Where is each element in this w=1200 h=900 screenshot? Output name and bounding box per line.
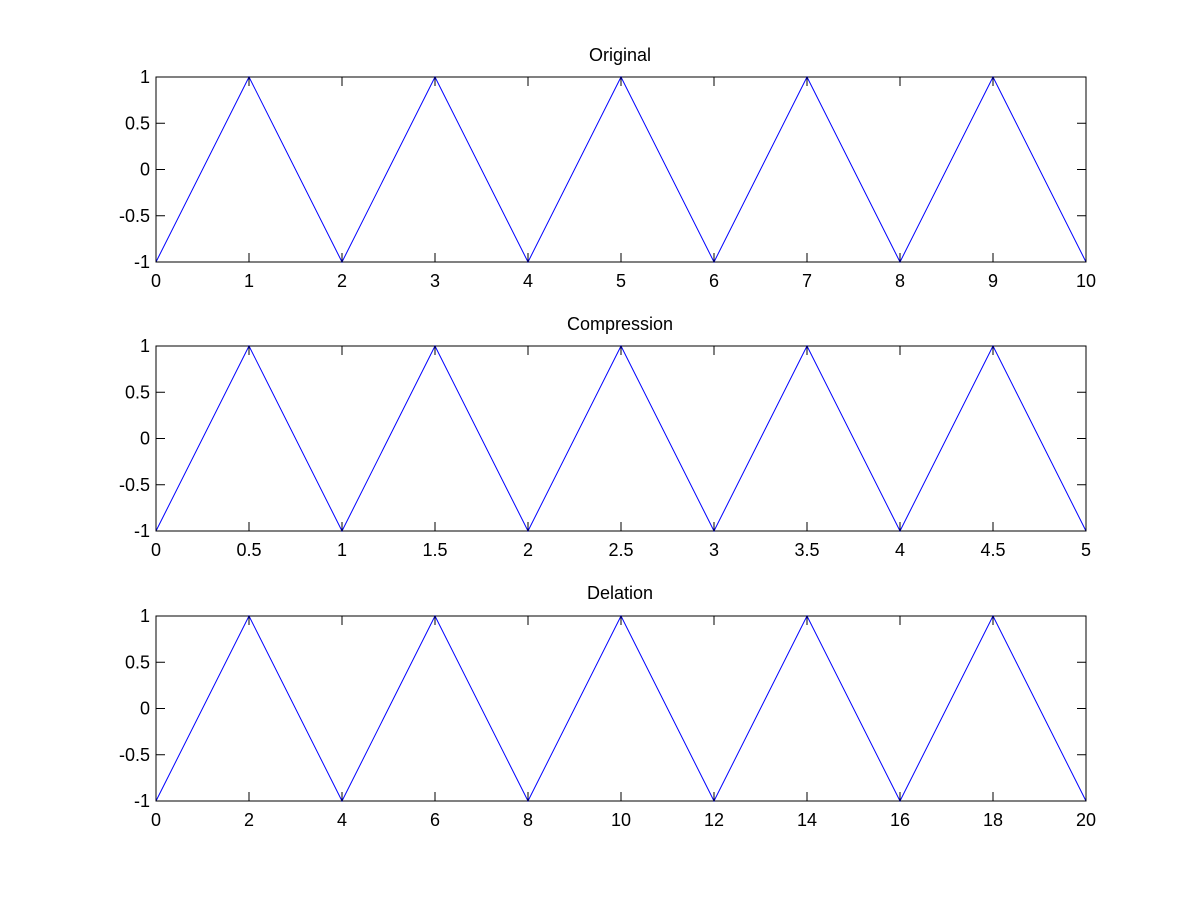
- x-tick-label: 4.5: [980, 540, 1005, 560]
- x-tick-label: 7: [802, 271, 812, 291]
- y-tick-label: 1: [140, 606, 150, 626]
- y-tick-label: 0: [140, 699, 150, 719]
- x-tick-label: 6: [709, 271, 719, 291]
- x-tick-label: 8: [895, 271, 905, 291]
- x-tick-label: 0: [151, 271, 161, 291]
- x-tick-label: 4: [895, 540, 905, 560]
- x-tick-label: 3: [430, 271, 440, 291]
- x-tick-label: 4: [523, 271, 533, 291]
- x-tick-label: 12: [704, 810, 724, 830]
- subplot-title: Delation: [587, 583, 653, 603]
- x-tick-label: 3: [709, 540, 719, 560]
- subplot-compression: Compression 0 0.5 1 1.5 2 2.5 3 3.5 4 4.5 5 -1 -0.5 0…: [119, 314, 1091, 560]
- x-tick-label: 1: [337, 540, 347, 560]
- x-tick-label: 16: [890, 810, 910, 830]
- axes-frame: [155, 76, 1087, 263]
- y-tick-label: 1: [140, 336, 150, 356]
- x-tick-label: 10: [611, 810, 631, 830]
- x-tick-label: 0: [151, 810, 161, 830]
- x-tick-label: 18: [983, 810, 1003, 830]
- x-tick-label: 20: [1076, 810, 1096, 830]
- x-tick-label: 5: [1081, 540, 1091, 560]
- y-tick-label: 0: [140, 160, 150, 180]
- x-tick-label: 3.5: [794, 540, 819, 560]
- x-tick-label: 4: [337, 810, 347, 830]
- subplot-title: Original: [589, 45, 651, 65]
- y-tick-label: 1: [140, 67, 150, 87]
- x-tick-label: 1: [244, 271, 254, 291]
- y-tick-label: 0: [140, 429, 150, 449]
- subplot-original: Original 0 1 2 3 4 5 6 7 8 9 10 -1 -0.5 0 0.5 1: [119, 45, 1096, 291]
- x-tick-label: 0.5: [236, 540, 261, 560]
- x-tick-label: 6: [430, 810, 440, 830]
- x-tick-label: 1.5: [422, 540, 447, 560]
- x-tick-label: 8: [523, 810, 533, 830]
- y-tick-label: 0.5: [125, 382, 150, 402]
- x-tick-label: 2.5: [608, 540, 633, 560]
- y-tick-label: -0.5: [119, 745, 150, 765]
- x-tick-label: 10: [1076, 271, 1096, 291]
- x-tick-label: 2: [523, 540, 533, 560]
- x-tick-label: 5: [616, 271, 626, 291]
- y-tick-label: -0.5: [119, 475, 150, 495]
- x-tick-label: 0: [151, 540, 161, 560]
- y-tick-label: 0.5: [125, 652, 150, 672]
- y-tick-label: 0.5: [125, 113, 150, 133]
- x-tick-label: 2: [337, 271, 347, 291]
- subplot-title: Compression: [567, 314, 673, 334]
- x-tick-label: 2: [244, 810, 254, 830]
- x-tick-label: 14: [797, 810, 817, 830]
- x-tick-label: 9: [988, 271, 998, 291]
- y-tick-label: -0.5: [119, 206, 150, 226]
- y-tick-label: -1: [134, 521, 150, 541]
- y-tick-label: -1: [134, 252, 150, 272]
- axes-frame: [155, 345, 1087, 532]
- axes-frame: [155, 615, 1087, 802]
- y-tick-label: -1: [134, 791, 150, 811]
- subplot-delation: Delation 0 2 4 6 8 10 12 14 16 18 20 -1 -0.5 0 0.5 1: [119, 583, 1096, 830]
